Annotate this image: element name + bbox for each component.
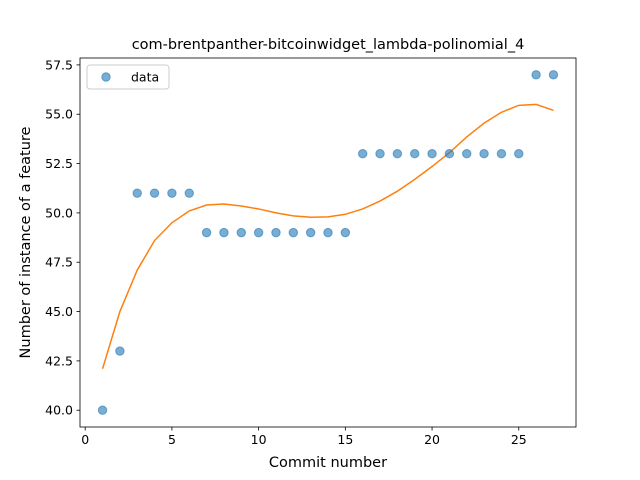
y-tick-label: 50.0 — [45, 205, 73, 220]
data-point — [115, 346, 125, 356]
data-point — [236, 227, 246, 238]
data-point — [149, 188, 160, 198]
data-point — [410, 149, 420, 159]
data-point — [357, 149, 368, 159]
data-point — [288, 227, 299, 238]
data-point — [375, 149, 385, 159]
x-tick-label: 5 — [168, 432, 176, 447]
y-axis-title: Number of instance of a feature — [18, 126, 34, 358]
y-tick-label: 42.5 — [45, 353, 73, 368]
data-point — [253, 227, 264, 238]
data-point — [462, 149, 472, 159]
data-point — [496, 149, 507, 159]
data-point — [340, 227, 351, 238]
x-axis-title: Commit number — [269, 455, 387, 471]
y-tick-label: 57.5 — [45, 57, 73, 72]
data-point — [531, 70, 541, 80]
y-tick-label: 47.5 — [45, 255, 73, 270]
data-point — [184, 188, 194, 198]
data-point — [548, 70, 559, 80]
data-point — [392, 149, 403, 159]
y-tick-label: 55.0 — [45, 107, 73, 122]
data-point — [201, 227, 212, 238]
legend-marker — [101, 72, 111, 82]
x-tick-label: 10 — [251, 432, 267, 447]
data-point — [427, 149, 437, 159]
x-tick-label: 20 — [424, 432, 440, 447]
x-tick-label: 25 — [511, 432, 527, 447]
data-point — [514, 149, 524, 159]
data-point — [479, 149, 489, 159]
fit-line — [101, 103, 554, 370]
y-tick-label: 45.0 — [45, 304, 73, 319]
data-point — [323, 227, 333, 238]
legend: data — [86, 64, 170, 90]
x-tick-label: 15 — [337, 432, 353, 447]
data-point — [132, 188, 142, 198]
data-point — [305, 227, 316, 238]
data-point — [97, 405, 108, 415]
data-point — [444, 149, 455, 159]
legend-label-data: data — [131, 70, 159, 85]
legend-box — [86, 64, 170, 90]
y-tick-label: 52.5 — [45, 156, 73, 171]
data-point — [167, 188, 177, 198]
chart-title: com-brentpanther-bitcoinwidget_lambda-po… — [132, 37, 525, 53]
data-point — [271, 227, 281, 238]
y-tick-label: 40.0 — [45, 403, 73, 418]
x-tick-label: 0 — [81, 432, 89, 447]
data-point — [219, 227, 229, 238]
plot-frame — [79, 57, 577, 428]
